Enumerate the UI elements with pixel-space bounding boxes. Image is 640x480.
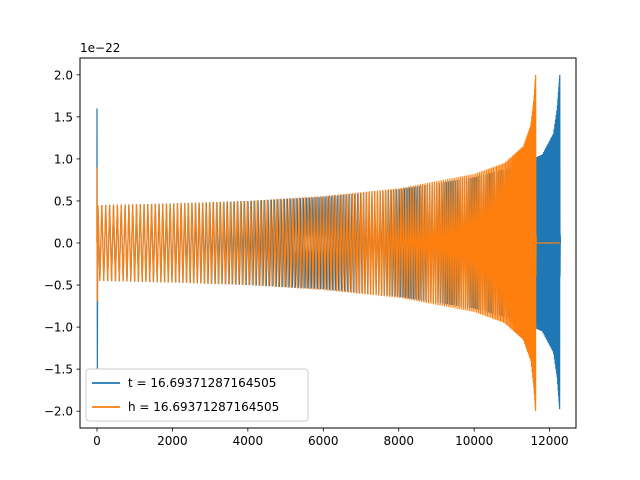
x-tick-label: 12000 [531, 434, 569, 448]
x-tick-label: 2000 [157, 434, 188, 448]
legend-label-t: t = 16.69371287164505 [128, 376, 276, 390]
legend: t = 16.69371287164505 h = 16.69371287164… [85, 368, 309, 422]
legend-label-h: h = 16.69371287164505 [128, 400, 279, 414]
legend-box [85, 368, 309, 422]
x-tick-label: 8000 [383, 434, 414, 448]
y-tick-label: −2.0 [44, 405, 73, 419]
y-tick-label: −0.5 [44, 279, 73, 293]
y-tick-label: −1.0 [44, 321, 73, 335]
y-tick-label: −1.5 [44, 363, 73, 377]
y-offset-label: 1e−22 [80, 41, 120, 55]
series-h-line [96, 74, 560, 412]
x-tick-label: 6000 [308, 434, 339, 448]
y-tick-label: 0.5 [54, 194, 73, 208]
y-axis: −2.0 −1.5 −1.0 −0.5 0.0 0.5 1.0 1.5 2.0 [44, 68, 80, 419]
y-tick-label: 1.0 [54, 152, 73, 166]
series-layer [96, 74, 562, 412]
y-tick-label: 0.0 [54, 237, 73, 251]
y-tick-label: 1.5 [54, 110, 73, 124]
x-tick-label: 10000 [455, 434, 493, 448]
x-axis: 0 2000 4000 6000 8000 10000 12000 [93, 428, 569, 448]
x-tick-label: 4000 [233, 434, 264, 448]
x-tick-label: 0 [93, 434, 101, 448]
y-tick-label: 2.0 [54, 68, 73, 82]
